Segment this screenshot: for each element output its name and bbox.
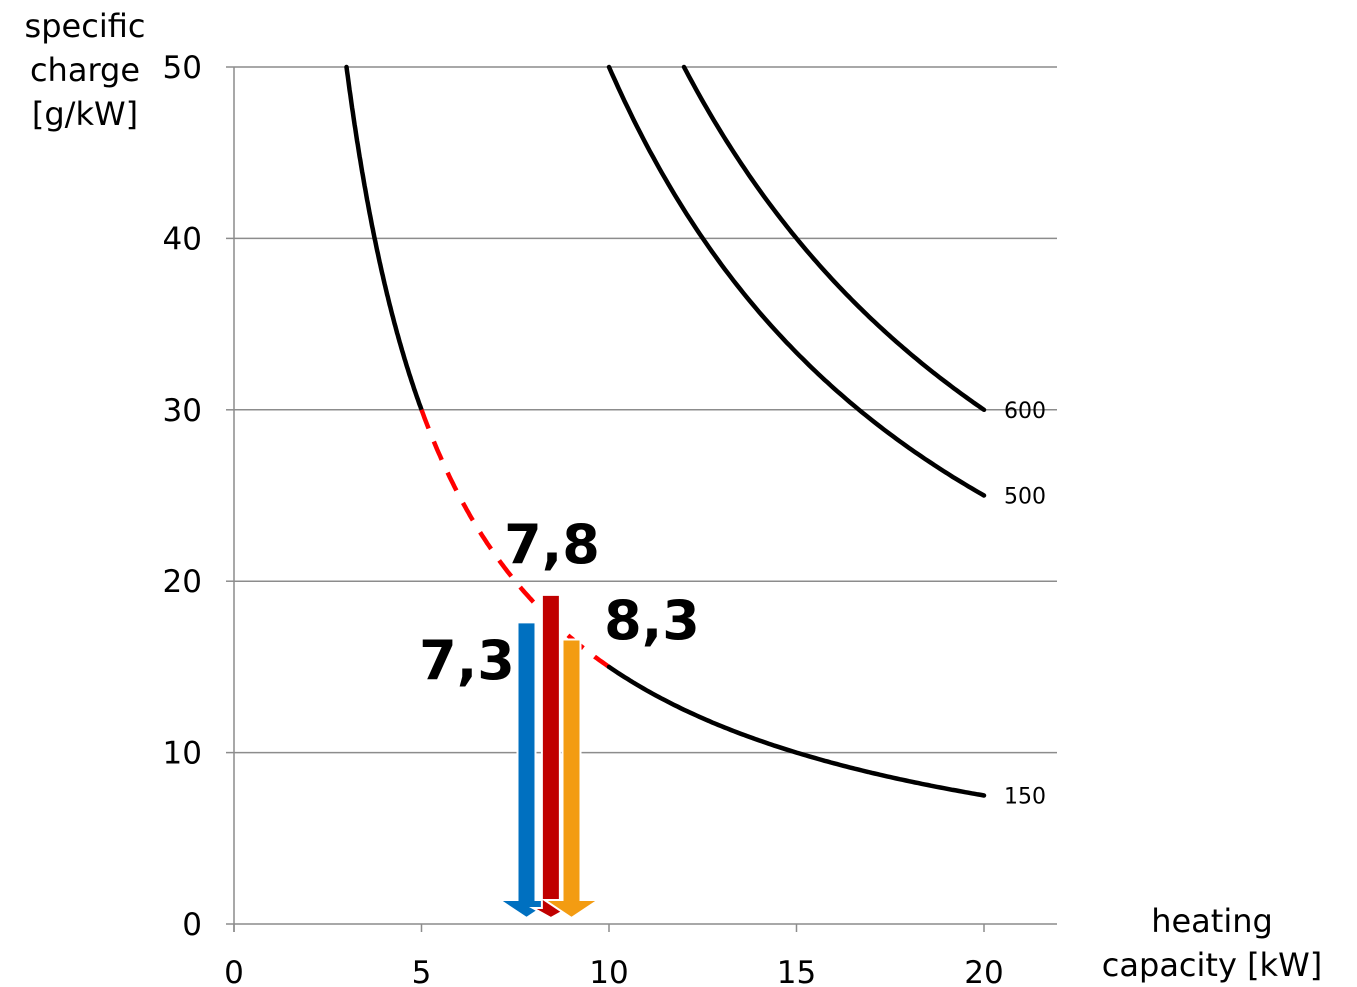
annotation-8-3: 8,3: [604, 589, 700, 652]
x-tick-label-0: 0: [224, 955, 244, 987]
annotation-7-8: 7,8: [504, 513, 600, 576]
x-tick-label-5: 5: [412, 955, 432, 987]
curve-600: [681, 64, 987, 413]
x-tick-label-15: 15: [777, 955, 816, 987]
y-tick-label-50: 50: [163, 50, 202, 86]
axes: [226, 66, 1057, 932]
curve-label-150: 150: [1004, 784, 1046, 809]
curve-150-solid-right: [606, 664, 987, 798]
y-axis-title-line-2: [g/kW]: [32, 95, 138, 133]
y-tick-label-40: 40: [163, 221, 202, 257]
x-axis-title-line-1: capacity [kW]: [1102, 946, 1322, 984]
y-axis-title-line-1: charge: [30, 51, 140, 89]
curve-500: [606, 64, 987, 498]
y-axis-title-line-0: specific: [25, 7, 146, 45]
arrows: [496, 593, 602, 920]
y-tick-label-10: 10: [163, 736, 202, 772]
y-tick-label-0: 0: [182, 907, 202, 943]
y-tick-label-20: 20: [163, 564, 202, 600]
y-tick-label-30: 30: [163, 393, 202, 429]
curve-150-solid-left: [344, 64, 424, 413]
arrow-7-8: [529, 593, 573, 920]
x-axis-title-line-0: heating: [1151, 902, 1273, 940]
annotation-7-3: 7,3: [419, 629, 515, 692]
curve-label-500: 500: [1004, 485, 1046, 510]
x-tick-label-20: 20: [964, 955, 1003, 987]
curve-label-600: 600: [1004, 399, 1046, 424]
x-tick-label-10: 10: [589, 955, 628, 987]
grid-lines: [234, 66, 1057, 754]
arrow-8-3: [541, 638, 602, 920]
